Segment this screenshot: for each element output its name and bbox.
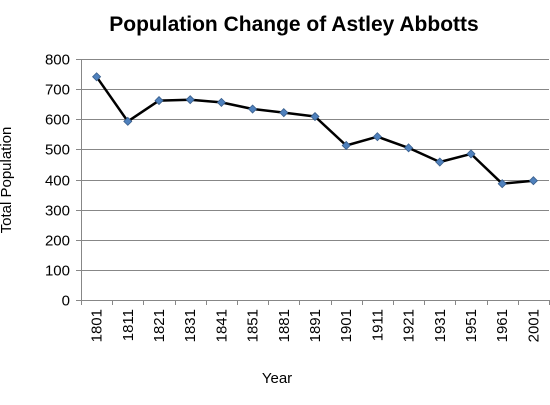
data-point-1911 <box>372 132 382 142</box>
x-tick-label: 1931 <box>432 309 449 342</box>
x-tick-label: 1911 <box>369 309 386 341</box>
axis-layer <box>76 59 550 305</box>
x-tick-label: 1921 <box>401 309 418 342</box>
grid-layer <box>81 59 549 271</box>
data-point-1801 <box>92 72 102 82</box>
y-axis-label: Total Population <box>0 127 15 234</box>
y-tick-label: 800 <box>45 52 70 69</box>
x-tick-label: 2001 <box>525 309 542 342</box>
series-layer <box>95 76 534 185</box>
x-tick-label: 1831 <box>182 309 199 342</box>
x-tick-label: 1851 <box>245 309 262 342</box>
data-point-1951 <box>466 149 476 159</box>
x-tick-label: 1961 <box>494 309 511 342</box>
x-tick-label: 1841 <box>213 309 230 342</box>
x-tick-label: 1901 <box>338 309 355 342</box>
data-point-1841 <box>216 97 226 107</box>
x-tick-labels: 1801 1811 1821 1831 1841 1851 1881 1891 1901 1911… <box>89 309 543 342</box>
y-tick-label: 600 <box>45 112 70 129</box>
y-tick-label: 500 <box>45 142 70 159</box>
x-tick-label: 1811 <box>120 309 137 341</box>
data-point-2001 <box>528 176 538 186</box>
data-point-1921 <box>404 143 414 153</box>
x-tick-label: 1821 <box>151 309 168 342</box>
y-tick-label: 300 <box>45 203 70 220</box>
data-point-1891 <box>310 111 320 122</box>
data-point-1811 <box>123 116 133 126</box>
series-line <box>95 76 534 185</box>
y-tick-label: 400 <box>45 173 70 190</box>
marker-layer <box>92 72 538 189</box>
chart-title: Population Change of Astley Abbotts <box>109 13 478 36</box>
data-point-1961 <box>497 179 507 189</box>
x-tick-label: 1951 <box>463 309 480 342</box>
data-point-1901 <box>341 140 351 151</box>
x-tick-label: 1891 <box>307 309 324 342</box>
y-tick-label: 0 <box>62 293 70 310</box>
x-tick-label: 1801 <box>89 309 106 342</box>
y-tick-label: 100 <box>45 263 70 280</box>
data-point-1821 <box>154 96 164 106</box>
data-point-1851 <box>248 104 258 114</box>
y-tick-label: 700 <box>45 82 70 99</box>
y-tick-labels: 0 100 200 300 400 500 600 700 800 <box>45 52 70 310</box>
x-tick-label: 1881 <box>276 309 293 342</box>
x-axis-label: Year <box>262 370 292 387</box>
data-point-1881 <box>279 108 289 118</box>
data-point-1931 <box>435 157 445 167</box>
y-tick-label: 200 <box>45 233 70 250</box>
data-point-1831 <box>185 95 195 105</box>
